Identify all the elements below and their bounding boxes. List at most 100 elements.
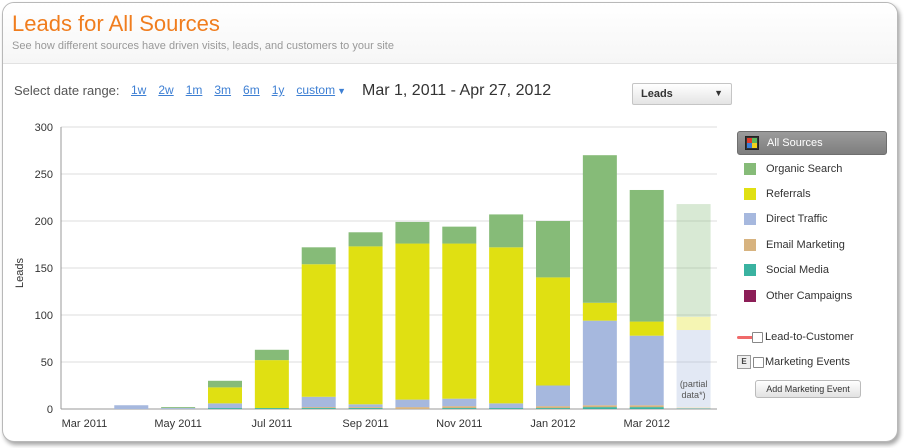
partial-data-note: data*) (682, 390, 706, 400)
bar-segment (442, 243, 477, 399)
range-1y-link[interactable]: 1y (271, 83, 285, 97)
lead-to-customer-checkbox[interactable] (752, 332, 763, 343)
bar-segment (489, 403, 524, 409)
legend-swatch (744, 290, 756, 302)
legend-swatch (744, 239, 756, 251)
y-tick-label: 50 (41, 357, 53, 369)
marketing-events-checkbox[interactable] (753, 357, 764, 368)
bar-segment (114, 405, 149, 409)
metric-select[interactable]: Leads ▼ (632, 83, 732, 105)
bar-segment (348, 246, 383, 405)
legend-email-marketing[interactable]: Email Marketing (737, 234, 885, 256)
date-range-links: 1w 2w 1m 3m 6m 1y custom ▼ (131, 83, 346, 97)
bar-segment (348, 408, 383, 409)
all-sources-icon (745, 136, 759, 150)
bar-segment (395, 399, 430, 408)
bar-segment (582, 320, 617, 406)
x-tick-label: Mar 2011 (62, 418, 108, 430)
legend-label: Email Marketing (766, 239, 845, 251)
x-tick-label: Jan 2012 (530, 418, 575, 430)
bar-segment (208, 380, 242, 388)
custom-caret-icon[interactable]: ▼ (337, 86, 346, 96)
leads-report-panel: Leads for All Sources See how different … (2, 2, 898, 442)
bar-segment (254, 349, 289, 361)
bar-segment (536, 408, 570, 409)
legend-swatch (744, 264, 756, 276)
y-axis-label: Leads (14, 258, 26, 288)
legend-referrals[interactable]: Referrals (737, 183, 885, 205)
legend-swatch (744, 213, 756, 225)
bar-segment (348, 404, 383, 408)
bar-segment (536, 221, 570, 278)
bar-segment (582, 155, 617, 303)
y-tick-label: 0 (47, 404, 53, 416)
range-3m-link[interactable]: 3m (214, 83, 232, 97)
bar-segment (208, 387, 242, 404)
marketing-events-label: Marketing Events (765, 356, 850, 368)
bar-segment (489, 408, 524, 409)
bar-segment (348, 232, 383, 247)
date-range-label: Select date range: (14, 83, 120, 98)
bar-segment (489, 247, 524, 404)
bar-segment (442, 398, 477, 407)
chevron-down-icon: ▼ (714, 88, 723, 98)
bar-segment (676, 316, 711, 331)
lead-to-customer-label: Lead-to-Customer (765, 331, 854, 343)
legend-label: Organic Search (766, 163, 843, 175)
legend-label: Other Campaigns (766, 290, 853, 302)
bar-segment (676, 330, 711, 408)
bar-segment (208, 403, 242, 409)
legend-swatch (744, 188, 756, 200)
bar-segment (489, 214, 524, 248)
add-marketing-event-button[interactable]: Add Marketing Event (755, 380, 861, 398)
bar-segment (582, 302, 617, 321)
legend-label: Referrals (766, 188, 811, 200)
line-swatch-icon (737, 336, 753, 339)
range-1w-link[interactable]: 1w (131, 83, 147, 97)
y-tick-label: 250 (35, 169, 53, 181)
bar-segment (301, 407, 336, 409)
bar-segment (208, 408, 242, 409)
range-custom-link[interactable]: custom (296, 83, 336, 97)
bar-segment (442, 406, 477, 409)
bar-segment (629, 407, 664, 409)
bar-segment (629, 335, 664, 406)
bar-segment (442, 408, 477, 409)
bar-segment (536, 385, 570, 407)
legend-label: Social Media (766, 264, 829, 276)
current-date-range: Mar 1, 2011 - Apr 27, 2012 (362, 82, 552, 99)
legend-direct-traffic[interactable]: Direct Traffic (737, 208, 885, 230)
bar-segment (395, 243, 430, 400)
x-tick-label: Mar 2012 (623, 418, 669, 430)
range-1m-link[interactable]: 1m (185, 83, 203, 97)
range-2w-link[interactable]: 2w (158, 83, 174, 97)
range-6m-link[interactable]: 6m (243, 83, 260, 97)
legend-social-media[interactable]: Social Media (737, 259, 885, 281)
bar-segment (536, 277, 570, 386)
bar-segment (301, 247, 336, 265)
legend-all-sources[interactable]: All Sources (737, 131, 887, 155)
bar-segment (676, 204, 711, 317)
legend-label: All Sources (767, 137, 823, 149)
bar-segment (442, 226, 477, 244)
bar-segment (348, 407, 383, 409)
legend-other-campaigns[interactable]: Other Campaigns (737, 285, 885, 307)
x-tick-label: Jul 2011 (251, 418, 292, 430)
bar-segment (161, 408, 196, 409)
bar-segment (301, 396, 336, 408)
y-tick-label: 150 (35, 263, 53, 275)
marketing-events-option[interactable]: E Marketing Events (737, 355, 887, 371)
y-tick-label: 100 (35, 310, 53, 322)
page-subtitle: See how different sources have driven vi… (12, 40, 394, 52)
metric-select-value: Leads (641, 88, 673, 100)
x-tick-label: Nov 2011 (436, 418, 482, 430)
bar-segment (161, 407, 196, 409)
marketing-event-icon: E (737, 355, 751, 369)
bar-segment (629, 405, 664, 408)
lead-to-customer-option[interactable]: Lead-to-Customer (737, 330, 887, 346)
legend-organic-search[interactable]: Organic Search (737, 158, 885, 180)
partial-data-note: (partial (680, 379, 708, 389)
bar-segment (395, 221, 430, 244)
legend-swatch (744, 163, 756, 175)
